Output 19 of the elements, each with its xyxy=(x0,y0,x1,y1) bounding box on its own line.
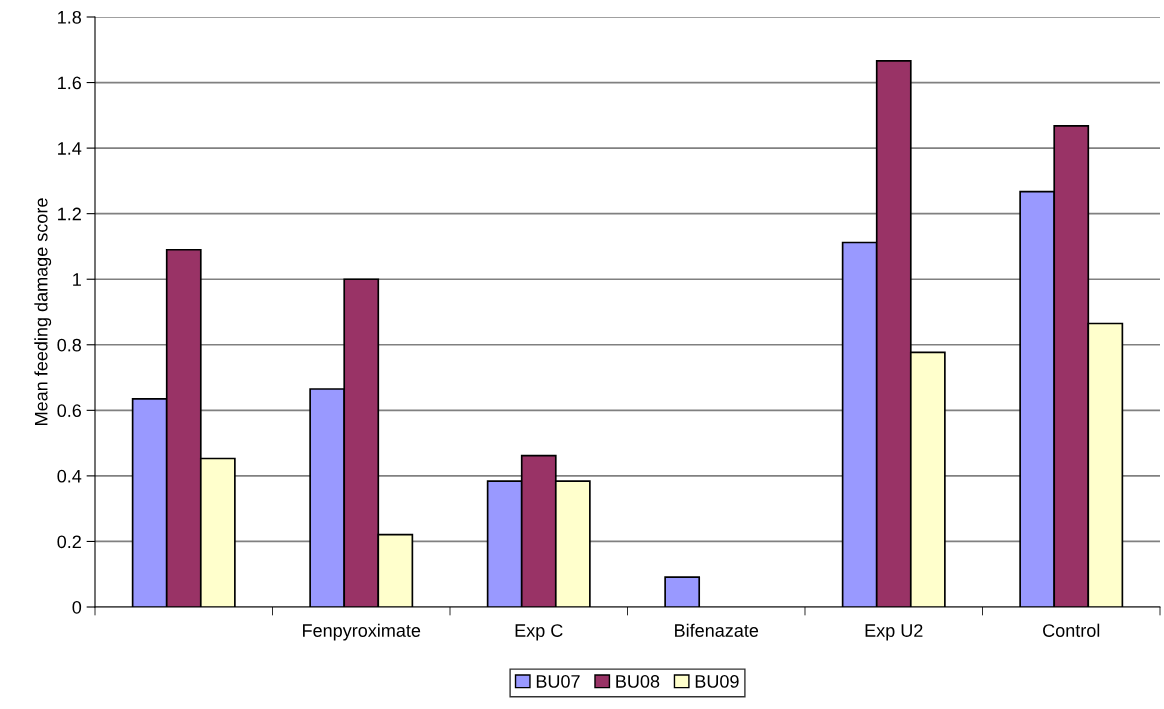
y-tick-label: 1.6 xyxy=(58,76,82,90)
y-tick-label: 0 xyxy=(72,600,82,614)
y-tick-label: 1.4 xyxy=(58,142,82,155)
y-tick-label: 0.8 xyxy=(57,338,82,352)
x-tick-label: Exp U2 xyxy=(865,624,923,641)
y-tick-label: 1.2 xyxy=(58,207,81,221)
y-tick-label: 0.6 xyxy=(57,404,82,418)
y-axis-title: Mean feeding damage score xyxy=(34,198,52,425)
legend-label: BU07 xyxy=(536,675,580,688)
y-tick-label: 0.2 xyxy=(57,535,81,549)
x-tick-label: Exp C xyxy=(515,624,563,641)
y-tick-label: 0.4 xyxy=(57,469,82,483)
y-tick-label: 1.8 xyxy=(58,10,82,24)
legend-label: BU09 xyxy=(695,675,739,688)
legend-label: BU08 xyxy=(616,675,660,688)
x-tick-label: Control xyxy=(1043,623,1100,637)
x-tick-label: Bifenazate xyxy=(675,623,759,637)
y-tick-label: 1 xyxy=(73,273,81,286)
x-tick-label: Fenpyroximate xyxy=(303,623,421,641)
